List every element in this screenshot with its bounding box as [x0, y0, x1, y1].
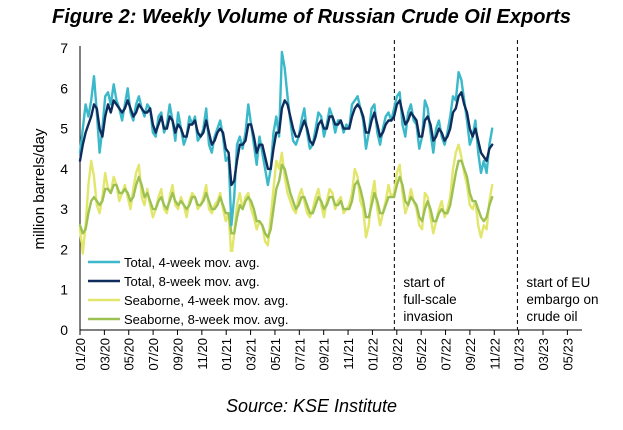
- event-annotation: crude oil: [526, 309, 577, 324]
- x-tick-label: 03/22: [390, 338, 405, 371]
- x-tick-label: 01/20: [73, 338, 88, 371]
- legend: Total, 4-week mov. avg. Total, 8-week mov…: [84, 252, 326, 328]
- x-tick-label: 09/20: [170, 338, 185, 371]
- y-tick-label: 1: [60, 282, 68, 298]
- x-tick-label: 03/21: [244, 338, 259, 371]
- legend-label: Total, 4-week mov. avg.: [124, 255, 260, 270]
- series-line: [78, 159, 494, 239]
- x-tick-label: 01/22: [365, 338, 380, 371]
- x-tick-label: 05/21: [268, 338, 283, 371]
- y-tick-label: 2: [60, 241, 68, 257]
- series-line: [78, 91, 494, 187]
- x-tick-label: 05/23: [560, 338, 575, 371]
- x-tick-label: 03/23: [536, 338, 551, 371]
- chart-title: Figure 2: Weekly Volume of Russian Crude…: [51, 6, 571, 28]
- legend-label: Total, 8-week mov. avg.: [124, 274, 260, 289]
- axes: 0 1 2 3 4 5 6 7 million barrels/day 01/20 03/20 05/…: [31, 40, 582, 371]
- event-annotation: embargo on: [526, 292, 598, 307]
- legend-box: [84, 252, 326, 328]
- series-line: [78, 143, 494, 259]
- x-tick-label: 07/21: [292, 338, 307, 371]
- x-tick-label: 11/22: [487, 338, 502, 370]
- y-axis-label: million barrels/day: [31, 128, 48, 249]
- chart-source: Source: KSE Institute: [225, 396, 398, 416]
- series-line: [78, 50, 494, 227]
- legend-label: Seaborne, 4-week mov. avg.: [124, 293, 289, 308]
- event-markers: start of full-scale invasion start of EU emb…: [393, 40, 598, 330]
- x-tick-label: 01/23: [512, 338, 527, 371]
- y-tick-label: 4: [60, 161, 68, 177]
- x-tick-label: 11/20: [195, 338, 210, 370]
- y-tick-label: 5: [60, 121, 68, 137]
- x-tick-label: 07/20: [146, 338, 161, 371]
- event-annotation: full-scale: [403, 292, 456, 307]
- x-tick-label: 09/21: [317, 338, 332, 371]
- x-tick-label: 01/21: [219, 338, 234, 371]
- x-tick-label: 05/20: [122, 338, 137, 371]
- y-tick-label: 6: [60, 80, 68, 96]
- event-annotation: start of EU: [526, 275, 590, 290]
- y-tick-label: 0: [60, 322, 68, 338]
- x-tick-label: 07/22: [439, 338, 454, 371]
- legend-label: Seaborne, 8-week mov. avg.: [124, 312, 289, 327]
- x-tick-label: 09/22: [463, 338, 478, 371]
- series-lines: [78, 50, 494, 259]
- x-tick-label: 11/21: [341, 338, 356, 370]
- y-tick-label: 3: [60, 201, 68, 217]
- event-annotation: invasion: [403, 309, 453, 324]
- x-tick-label: 03/20: [97, 338, 112, 371]
- y-tick-label: 7: [60, 40, 68, 56]
- event-annotation: start of: [403, 275, 445, 290]
- x-tick-label: 05/22: [414, 338, 429, 371]
